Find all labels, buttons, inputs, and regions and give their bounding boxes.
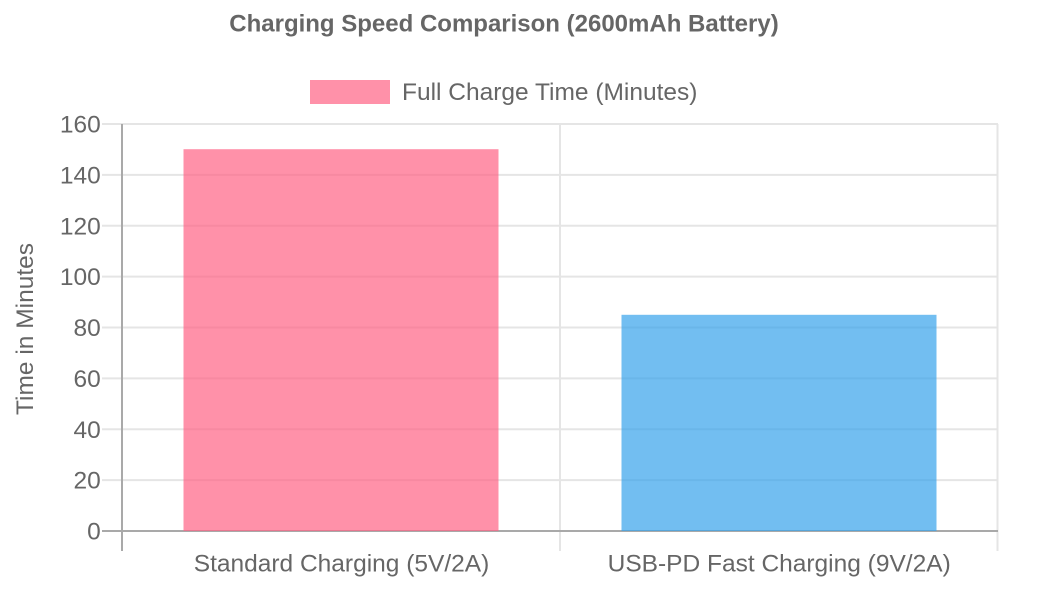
svg-text:140: 140 bbox=[60, 163, 101, 190]
svg-text:Charging Speed Comparison (260: Charging Speed Comparison (2600mAh Batte… bbox=[229, 10, 778, 37]
svg-text:100: 100 bbox=[60, 264, 101, 291]
svg-text:0: 0 bbox=[87, 519, 101, 546]
svg-text:120: 120 bbox=[60, 213, 101, 240]
svg-text:20: 20 bbox=[74, 468, 101, 495]
svg-text:Standard Charging (5V/2A): Standard Charging (5V/2A) bbox=[194, 551, 490, 578]
svg-text:Full Charge Time (Minutes): Full Charge Time (Minutes) bbox=[402, 79, 697, 106]
svg-text:80: 80 bbox=[74, 315, 101, 342]
svg-text:60: 60 bbox=[74, 366, 101, 393]
svg-text:USB-PD Fast Charging (9V/2A): USB-PD Fast Charging (9V/2A) bbox=[608, 551, 951, 578]
svg-text:160: 160 bbox=[60, 112, 101, 139]
svg-text:40: 40 bbox=[74, 417, 101, 444]
svg-text:Time in Minutes: Time in Minutes bbox=[12, 243, 39, 415]
